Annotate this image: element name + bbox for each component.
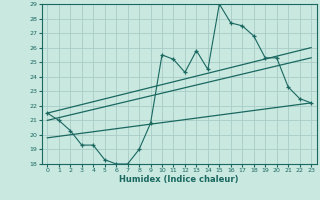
X-axis label: Humidex (Indice chaleur): Humidex (Indice chaleur) xyxy=(119,175,239,184)
